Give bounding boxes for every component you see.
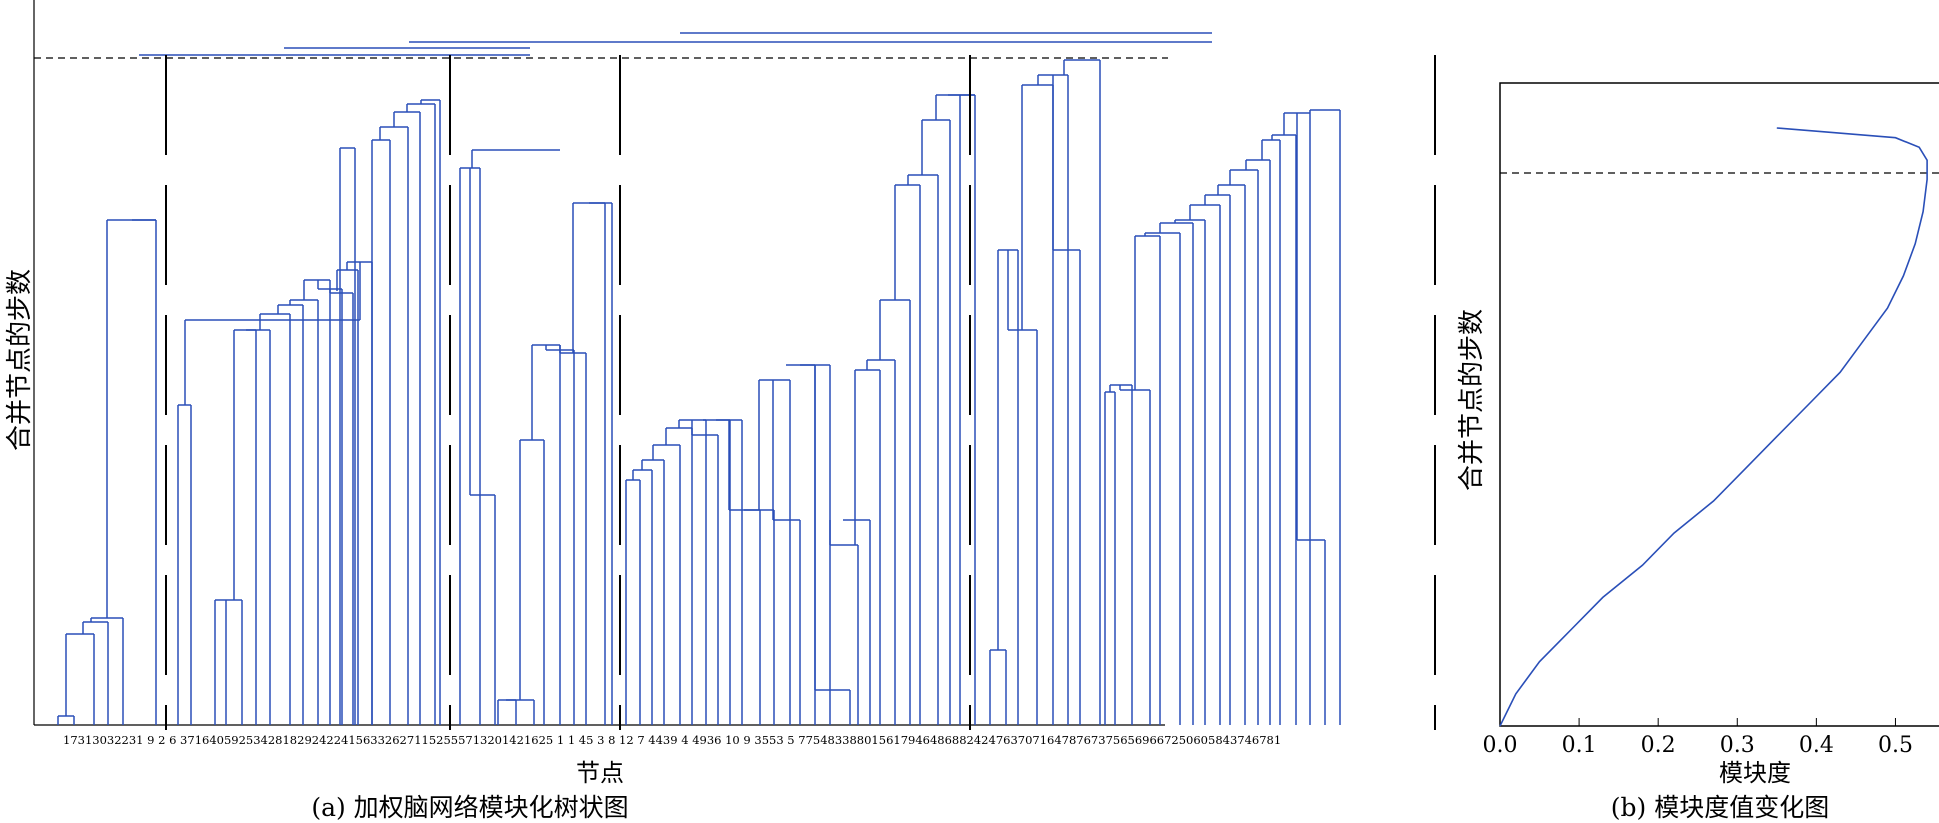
dendrogram-tree [57,32,1341,725]
x-tick-label: 0.3 [1720,733,1755,758]
dendrogram-x-label: 节点 [576,759,624,787]
modularity-ticks: 0.0 0.1 0.2 0.3 0.4 0.5 [1483,718,1913,758]
dendrogram-caption: (a) 加权脑网络模块化树状图 [311,793,628,822]
x-tick-label: 0.5 [1878,733,1913,758]
modularity-y-label: 合并节点的步数 [1457,309,1487,491]
modularity-frame [1499,82,1939,727]
x-tick-label: 0.4 [1799,733,1834,758]
dendrogram-y-label: 合并节点的步数 [5,269,35,451]
modularity-series-line [1499,127,1928,727]
dendrogram-panel: 17313032231 9 2 6 3716405925342818292422… [5,0,1436,822]
modularity-panel: 0.0 0.1 0.2 0.3 0.4 0.5 模块度 (b) 模块度值变化图 合并节点的… [1457,82,1939,822]
x-tick-label: 0.1 [1562,733,1597,758]
x-tick-label: 0.0 [1483,733,1518,758]
modularity-x-label: 模块度 [1719,759,1791,787]
x-tick-label: 0.2 [1641,733,1676,758]
modularity-caption: (b) 模块度值变化图 [1611,793,1829,822]
module-separators [165,55,1436,730]
dendrogram-leaf-labels: 17313032231 9 2 6 3716405925342818292422… [63,733,1281,747]
